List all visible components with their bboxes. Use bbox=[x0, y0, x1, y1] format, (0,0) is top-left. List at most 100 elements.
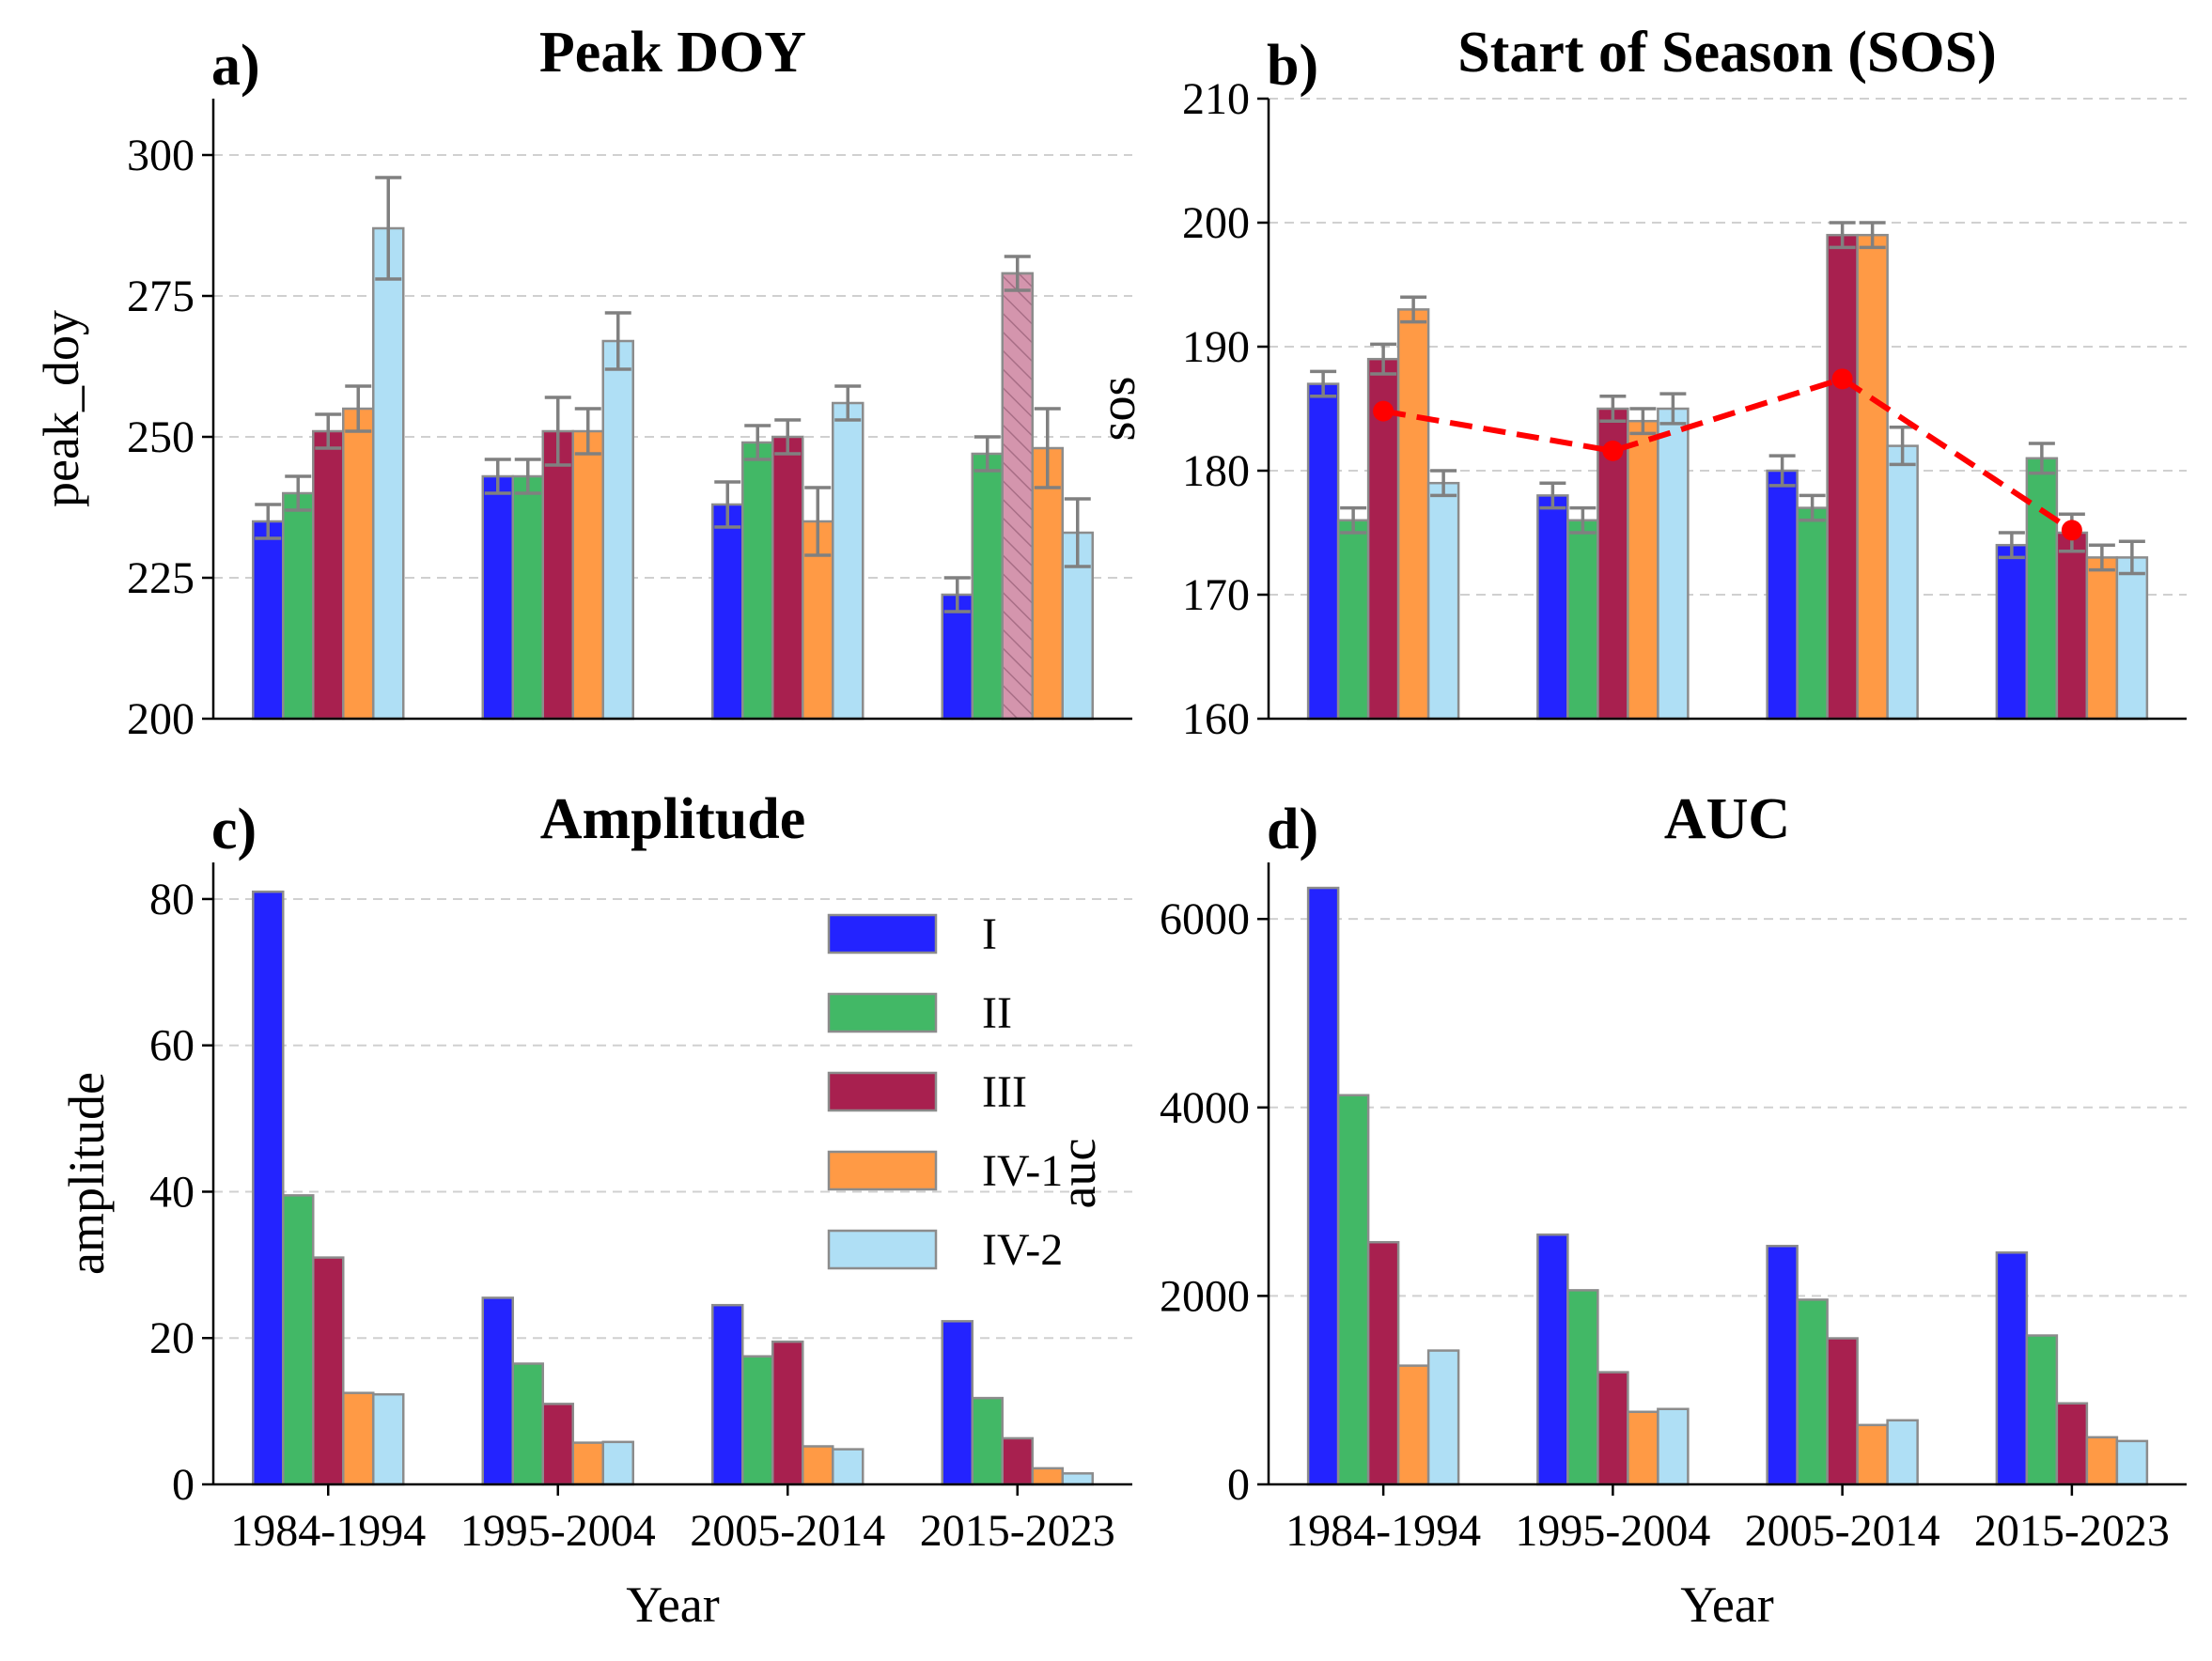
bar-iv-1-1984-1994 bbox=[342, 407, 375, 721]
bar-ii-2015-2023 bbox=[971, 1396, 1004, 1486]
y-tick-label: 2000 bbox=[1160, 1271, 1250, 1321]
x-tick-label: 2015-2023 bbox=[1974, 1506, 2170, 1556]
bar-iv-1-1984-1994 bbox=[1396, 1364, 1430, 1486]
bar-iii-1984-1994 bbox=[312, 1256, 345, 1486]
bar-iv-1-1984-1994 bbox=[1396, 308, 1430, 721]
y-axis-label: amplitude bbox=[58, 1072, 115, 1275]
mean-point bbox=[2061, 520, 2082, 541]
bar-i-1984-1994 bbox=[252, 890, 285, 1486]
panel-letter: a) bbox=[211, 34, 260, 98]
bar-iv-2-1995-2004 bbox=[1657, 407, 1690, 721]
y-tick-label: 6000 bbox=[1160, 894, 1250, 944]
y-tick-label: 200 bbox=[1182, 198, 1250, 248]
y-tick-label: 180 bbox=[1182, 446, 1250, 496]
y-axis-label: auc bbox=[1050, 1139, 1106, 1209]
y-tick-label: 210 bbox=[1182, 74, 1250, 124]
bar-iv-2-2015-2023 bbox=[2115, 1439, 2149, 1486]
legend-label-iii: III bbox=[982, 1067, 1027, 1117]
bar-ii-1995-2004 bbox=[511, 474, 544, 721]
x-tick-label: 2005-2014 bbox=[1745, 1506, 1940, 1556]
panel-title: Start of Season (SOS) bbox=[1457, 21, 1997, 85]
bar-iv-1-1984-1994 bbox=[342, 1391, 375, 1486]
bar-ii-1984-1994 bbox=[1336, 1094, 1370, 1486]
legend: I II III IV-1 IV-2 bbox=[827, 909, 1063, 1275]
bar-i-1995-2004 bbox=[481, 1296, 514, 1486]
bar-iv-1-2015-2023 bbox=[1031, 1467, 1064, 1486]
y-axis-label: sos bbox=[1089, 376, 1145, 441]
bar-ii-1995-2004 bbox=[1566, 519, 1599, 721]
bar-iv-1-1995-2004 bbox=[1627, 419, 1659, 721]
panel-letter: c) bbox=[211, 798, 257, 862]
bar-ii-2015-2023 bbox=[2025, 1334, 2059, 1486]
bar-iv-2-1984-1994 bbox=[372, 1392, 405, 1486]
bar-iii-2015-2023 bbox=[1001, 1436, 1034, 1486]
y-tick-label: 300 bbox=[127, 131, 195, 180]
bar-iii-1984-1994 bbox=[312, 429, 345, 721]
bar-iv-2-1995-2004 bbox=[601, 1440, 634, 1486]
bar-iv-1-1995-2004 bbox=[571, 429, 604, 721]
mean-point bbox=[1831, 368, 1853, 390]
y-tick-label: 0 bbox=[172, 1460, 195, 1510]
bar-ii-1984-1994 bbox=[282, 491, 315, 721]
bar-i-1984-1994 bbox=[1306, 886, 1340, 1486]
bar-i-2005-2014 bbox=[1766, 1244, 1799, 1486]
y-tick-label: 60 bbox=[149, 1021, 195, 1071]
bar-iv-2-1995-2004 bbox=[1657, 1407, 1690, 1486]
y-tick-label: 160 bbox=[1182, 694, 1250, 744]
y-tick-label: 225 bbox=[127, 553, 195, 603]
bar-iv-1-2015-2023 bbox=[2085, 556, 2119, 721]
mean-point bbox=[1602, 440, 1624, 461]
bar-i-1984-1994 bbox=[1306, 382, 1340, 721]
bar-iv-2-2015-2023 bbox=[2115, 556, 2149, 721]
bar-iii-2005-2014 bbox=[771, 1340, 804, 1486]
bar-iv-2-2015-2023 bbox=[1061, 1472, 1094, 1486]
bar-ii-1995-2004 bbox=[511, 1362, 544, 1486]
bar-iv-1-2005-2014 bbox=[1856, 233, 1889, 721]
bar-i-1995-2004 bbox=[1536, 1233, 1569, 1486]
mean-point bbox=[1373, 400, 1394, 422]
bar-ii-2005-2014 bbox=[741, 1355, 774, 1486]
bar-hatch-overlay bbox=[1001, 272, 1034, 721]
y-tick-label: 170 bbox=[1182, 570, 1250, 620]
y-axis-label: peak_doy bbox=[33, 310, 89, 507]
bar-i-1984-1994 bbox=[252, 520, 285, 721]
y-tick-label: 200 bbox=[127, 694, 195, 744]
x-tick-label: 1984-1994 bbox=[1285, 1506, 1481, 1556]
y-tick-label: 4000 bbox=[1160, 1083, 1250, 1133]
bar-iv-1-2005-2014 bbox=[802, 1445, 834, 1486]
bar-iii-2015-2023 bbox=[2055, 531, 2089, 721]
bar-i-2005-2014 bbox=[711, 503, 744, 721]
panel-letter: b) bbox=[1267, 34, 1318, 98]
legend-swatch-iv-1 bbox=[827, 1150, 938, 1191]
y-tick-label: 250 bbox=[127, 412, 195, 462]
legend-swatch-iv-2 bbox=[827, 1229, 938, 1270]
bar-i-2005-2014 bbox=[1766, 469, 1799, 721]
bar-ii-2015-2023 bbox=[971, 452, 1004, 721]
bar-iv-1-1995-2004 bbox=[571, 1441, 604, 1486]
bar-iv-2-1995-2004 bbox=[601, 339, 634, 721]
bar-i-2015-2023 bbox=[941, 593, 974, 721]
bar-iii-1995-2004 bbox=[541, 429, 574, 721]
legend-label-iv-2: IV-2 bbox=[982, 1225, 1063, 1275]
legend-swatch-i bbox=[827, 913, 938, 955]
x-tick-label: 1995-2004 bbox=[1515, 1506, 1710, 1556]
panel-a: 200 225 250 275 300 a) Peak DOY peak_doy bbox=[33, 21, 1132, 744]
bar-i-1995-2004 bbox=[1536, 494, 1569, 721]
panel-c: 0 20 40 60 80 1984-1994 1995-2004 2005-2014 2015… bbox=[58, 787, 1132, 1633]
bar-iv-2-1984-1994 bbox=[372, 226, 405, 721]
x-axis-label: Year bbox=[1680, 1576, 1774, 1633]
legend-label-iv-1: IV-1 bbox=[982, 1146, 1063, 1196]
mean-line bbox=[1382, 376, 2074, 533]
x-axis-label: Year bbox=[626, 1576, 720, 1633]
bar-ii-1984-1994 bbox=[282, 1194, 315, 1486]
bar-iii-2005-2014 bbox=[1826, 233, 1859, 721]
bar-iv-1-2015-2023 bbox=[2085, 1436, 2119, 1486]
bar-iv-2-2005-2014 bbox=[832, 401, 865, 721]
bar-iv-2-2005-2014 bbox=[1886, 1419, 1919, 1486]
bar-ii-1995-2004 bbox=[1566, 1289, 1599, 1486]
x-tick-label: 1995-2004 bbox=[460, 1506, 656, 1556]
bar-iii-2015-2023 bbox=[2055, 1402, 2089, 1486]
bar-iv-2-1984-1994 bbox=[1426, 481, 1460, 721]
bar-ii-2005-2014 bbox=[741, 441, 774, 721]
